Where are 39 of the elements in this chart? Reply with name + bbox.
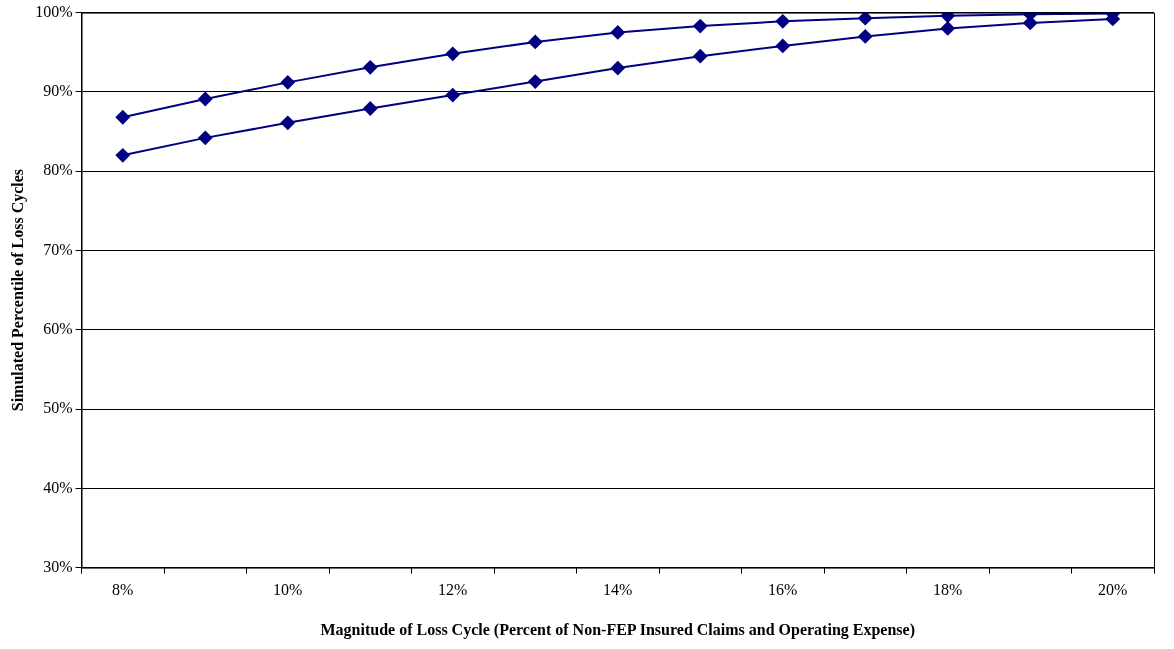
point [940,12,955,23]
point [940,21,955,36]
x-tick-label: 18% [933,581,963,599]
y-tick-label: 80% [43,161,73,179]
y-tick-label: 70% [43,240,73,258]
x-tick-label: 14% [603,581,633,599]
y-tick-label: 60% [43,319,73,337]
point [115,148,130,163]
y-tick-label: 100% [35,2,73,20]
point [693,19,708,34]
point [528,34,543,49]
point [693,49,708,64]
point [363,101,378,116]
x-tick-label: 12% [438,581,468,599]
y-tick-label: 90% [43,82,73,100]
point [610,25,625,40]
y-tick-label: 50% [43,399,73,417]
point [445,46,460,61]
point [858,29,873,44]
y-tick-label: 40% [43,478,73,496]
point [445,88,460,103]
point [528,74,543,89]
point [198,92,213,107]
point [610,61,625,76]
point [280,75,295,90]
x-tick-label: 8% [112,581,134,599]
x-axis-title: Magnitude of Loss Cycle (Percent of Non-FEP Insured Claims and Operating Expense) [320,620,916,639]
point [280,115,295,130]
x-tick-label: 10% [273,581,303,599]
y-axis-title: Simulated Percentile of Loss Cycles [8,168,27,412]
point [775,38,790,53]
point [198,130,213,145]
point [115,110,130,125]
point [363,60,378,75]
x-tick-label: 16% [768,581,798,599]
y-tick-label: 30% [43,557,73,575]
point [775,14,790,29]
x-tick-label: 20% [1098,581,1128,599]
point [858,12,873,26]
